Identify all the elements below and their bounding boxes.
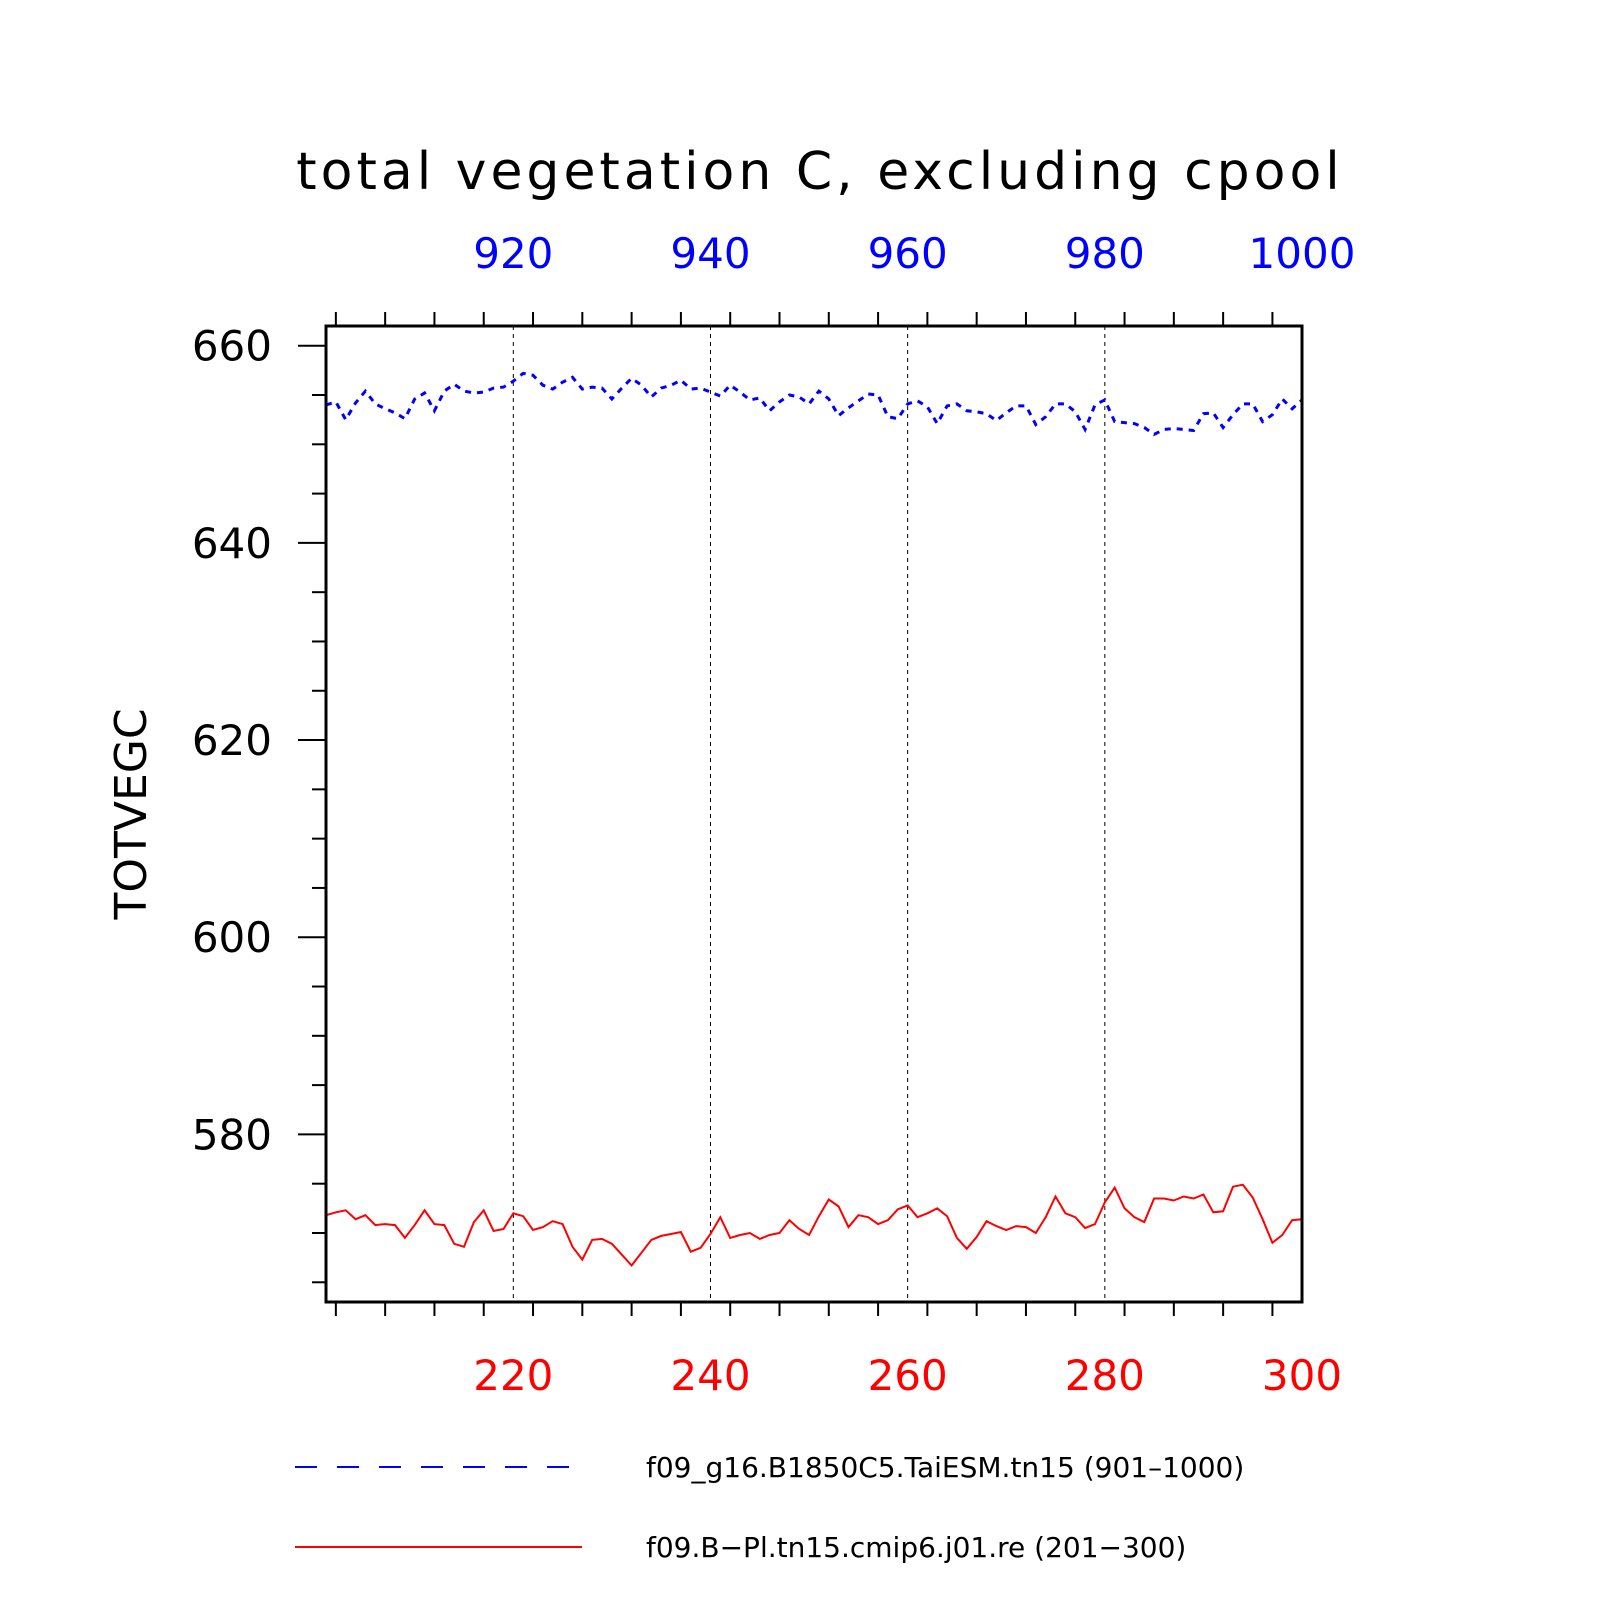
chart-title: total vegetation C, excluding cpool [296, 142, 1344, 202]
plot-frame [324, 324, 1304, 1304]
y-tick-label: 580 [192, 1110, 272, 1159]
x-top-tick-label: 980 [1065, 229, 1145, 278]
x-top-tick-label: 1000 [1249, 229, 1356, 278]
legend: f09_g16.B1850C5.TaiESM.tn15 (901–1000) f… [295, 1451, 1244, 1564]
y-tick-label: 640 [192, 519, 272, 568]
y-tick-label: 660 [192, 322, 272, 371]
x-bottom-tick-label: 300 [1262, 1351, 1342, 1400]
legend-label-red: f09.B−Pl.tn15.cmip6.j01.re (201−300) [646, 1531, 1186, 1564]
axis-ticks [298, 312, 1274, 1316]
x-bottom-tick-label: 260 [868, 1351, 948, 1400]
y-tick-label: 600 [192, 913, 272, 962]
tick-labels: 220 240 260 280 300 920 940 960 980 1000 580 600 620… [192, 229, 1356, 1400]
legend-label-blue: f09_g16.B1850C5.TaiESM.tn15 (901–1000) [646, 1451, 1244, 1484]
x-top-tick-label: 960 [868, 229, 948, 278]
x-bottom-tick-label: 220 [473, 1351, 553, 1400]
y-axis-label: TOTVEGC [106, 708, 157, 920]
series-lines [325, 371, 1304, 1268]
x-top-tick-label: 940 [670, 229, 750, 278]
x-top-tick-label: 920 [473, 229, 553, 278]
series-line-blue [325, 371, 1304, 437]
grid-lines [512, 326, 1106, 1302]
x-bottom-tick-label: 280 [1065, 1351, 1145, 1400]
series-line-red [325, 1183, 1303, 1268]
y-tick-label: 620 [192, 716, 272, 765]
x-bottom-tick-label: 240 [670, 1351, 750, 1400]
